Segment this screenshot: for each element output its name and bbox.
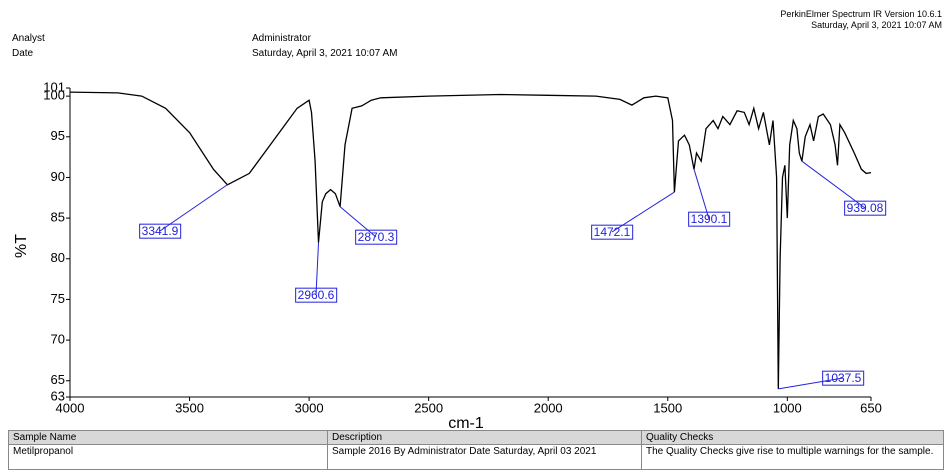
annotation-box (591, 224, 634, 240)
annotation-line (778, 377, 844, 390)
annotation-line (339, 206, 377, 238)
x-tick-label: 3000 (295, 400, 324, 415)
annotation-label: 2870.3 (358, 230, 395, 244)
software-date: Saturday, April 3, 2021 10:07 AM (811, 20, 942, 30)
x-label: cm-1 (448, 415, 484, 430)
column-header: Description (327, 430, 642, 445)
annotation-box (844, 200, 887, 216)
label: Date (12, 48, 34, 59)
annotation-label: 1390.1 (691, 212, 728, 226)
y-tick-label: 95 (51, 128, 65, 143)
y-tick-label: 90 (51, 169, 65, 184)
cell: The Quality Checks give rise to multiple… (641, 444, 944, 470)
spectrum (69, 91, 872, 389)
y-tick-label: 75 (51, 291, 65, 306)
annotation-line (801, 160, 866, 209)
sample-table: Sample Name Description Quality Checks Meti… (8, 430, 944, 470)
value: Administrator (252, 33, 311, 44)
annotation-box (295, 287, 338, 303)
x-tick-label: 1500 (653, 400, 682, 415)
annotation-line (159, 184, 228, 232)
cell: Metilpropanol (8, 444, 328, 470)
y-tick-label: 70 (51, 332, 65, 347)
annotation-box (355, 229, 398, 245)
y-tick-label: 80 (51, 250, 65, 265)
x-tick-label: 2000 (534, 400, 563, 415)
annotation-box (822, 370, 865, 386)
annotation-line (315, 242, 320, 296)
x-tick-label: 3500 (175, 400, 204, 415)
label: Analyst (12, 33, 45, 44)
x-tick-label: 1000 (773, 400, 802, 415)
annotation-box (139, 223, 182, 239)
x-tick-label: 650 (860, 400, 882, 415)
y-tick-label: 100 (43, 88, 65, 103)
y-tick-label: 63 (51, 388, 65, 403)
column-header: Sample Name (8, 430, 328, 445)
cell: Sample 2016 By Administrator Date Saturd… (327, 444, 642, 470)
y-tick-label: 101 (43, 79, 65, 94)
annotation-label: 2960.6 (298, 288, 335, 302)
annotation-label: 1472.1 (594, 225, 631, 239)
y-tick-label: 85 (51, 210, 65, 225)
column-header: Quality Checks (641, 430, 944, 445)
annotation-line (693, 169, 710, 220)
y-tick-label: 65 (51, 372, 65, 387)
value: Saturday, April 3, 2021 10:07 AM (252, 48, 398, 59)
annotation-label: 1037.5 (825, 371, 862, 385)
x-tick-label: 4000 (56, 400, 85, 415)
annotation-label: 3341.9 (142, 224, 179, 238)
y-label: %T (13, 234, 30, 258)
annotation-label: 939.08 (847, 201, 884, 215)
software: PerkinElmer Spectrum IR Version 10.6.1 (780, 9, 942, 19)
annotation-box (688, 211, 731, 227)
x-tick-label: 2500 (414, 400, 443, 415)
